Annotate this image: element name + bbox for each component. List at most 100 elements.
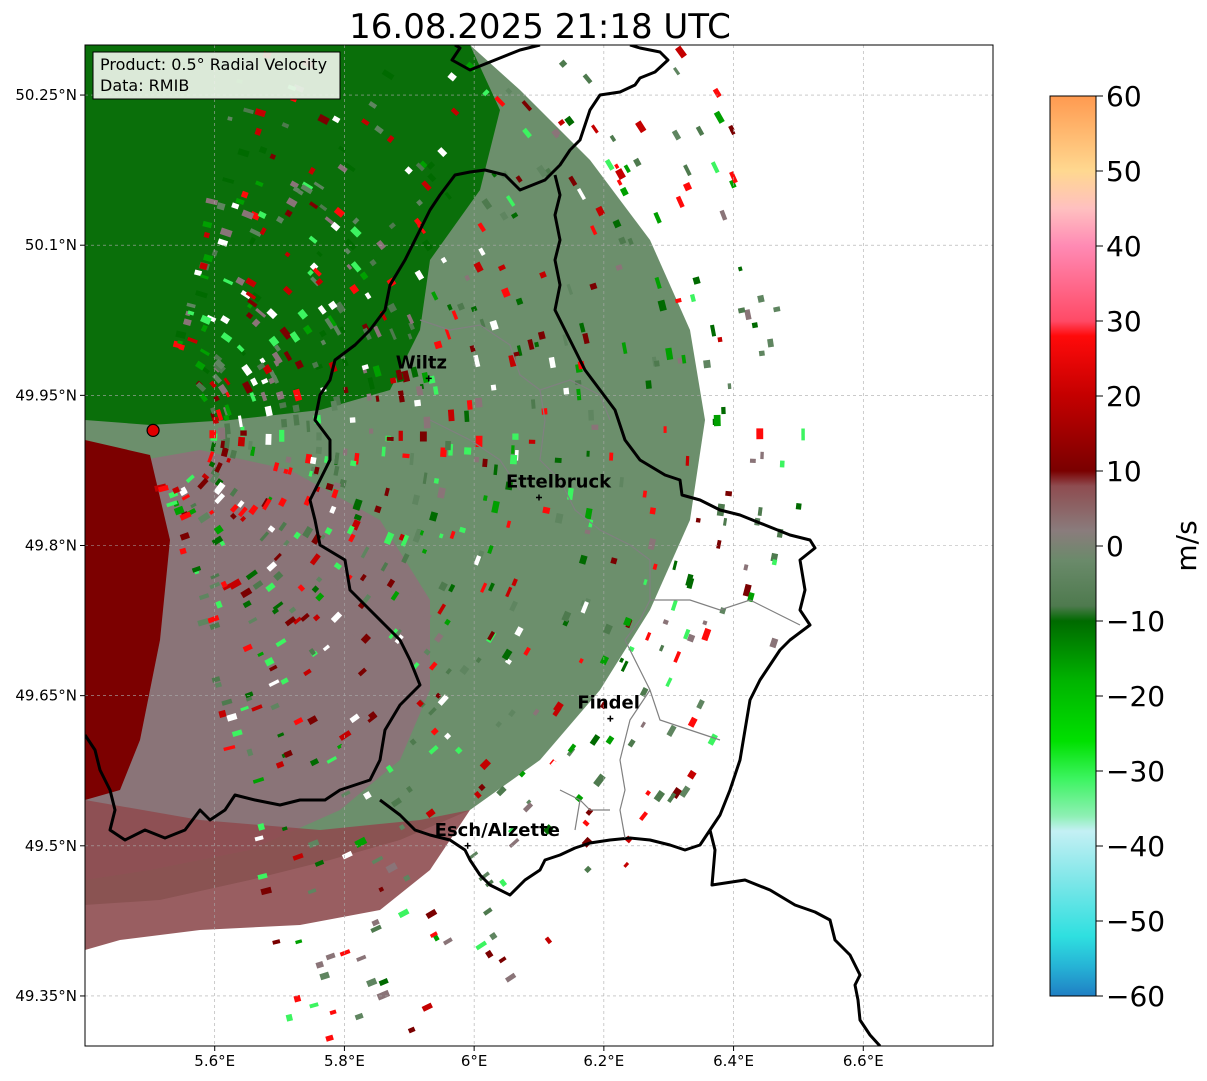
echo-gate: [385, 862, 398, 874]
echo-gate: [526, 799, 532, 805]
echo-gate: [679, 785, 691, 798]
echo-gate: [743, 564, 749, 571]
echo-gate: [468, 851, 479, 860]
echo-gate: [511, 445, 515, 454]
echo-gate: [339, 326, 346, 334]
echo-gate: [499, 211, 509, 221]
echo-gate: [293, 994, 302, 1003]
echo-gate: [218, 709, 227, 718]
echo-gate: [522, 127, 532, 139]
echo-gate: [228, 578, 242, 590]
echo-gate: [576, 388, 582, 401]
echo-gate: [202, 220, 213, 229]
echo-gate: [330, 400, 338, 412]
echo-gate: [359, 271, 369, 281]
echo-gate: [371, 855, 384, 865]
echo-gate: [254, 108, 267, 118]
echo-gate: [316, 250, 323, 258]
echo-gate: [246, 748, 254, 757]
echo-gate: [370, 924, 382, 933]
y-tick-label-2: 49.95°N: [15, 386, 77, 404]
echo-gate: [726, 651, 735, 662]
echo-gate: [635, 120, 647, 134]
echo-gate: [215, 409, 224, 421]
echo-gate: [713, 110, 725, 124]
echo-gate: [518, 770, 526, 778]
colorbar: 60 50 40 30 20 10 0 −10 −20 −30 −40 −50 −60 m/s: [1049, 80, 1203, 1013]
echo-gate: [509, 600, 518, 612]
echo-gate: [190, 502, 197, 509]
colorbar-tick-label-7: −10: [1106, 605, 1165, 638]
echo-gate: [431, 291, 439, 301]
canton-borders: [419, 319, 801, 839]
echo-gate: [319, 329, 327, 338]
echo-gate: [354, 836, 368, 848]
echo-gate: [677, 357, 683, 364]
echo-gate: [248, 237, 256, 246]
echo-gate: [619, 476, 624, 488]
echo-gate: [376, 989, 391, 1001]
echo-gate: [247, 298, 258, 308]
echo-gate: [307, 888, 317, 895]
colorbar-tick-label-5: 10: [1106, 455, 1142, 488]
echo-gate: [498, 956, 507, 964]
city-label: Ettelbruck: [506, 471, 612, 492]
echo-gate: [640, 721, 646, 729]
echo-gate: [224, 437, 231, 449]
echo-gate: [309, 456, 317, 465]
echo-gate: [388, 222, 396, 230]
echo-gate: [219, 498, 230, 510]
echo-gate: [444, 191, 452, 200]
x-tick-label-5: 6.6°E: [843, 1052, 884, 1070]
echo-gate: [268, 335, 280, 347]
echo-gate: [236, 344, 245, 353]
echo-gate: [251, 318, 261, 328]
echo-gate: [222, 583, 232, 591]
echo-gate: [671, 129, 682, 141]
city-label: Wiltz: [396, 352, 447, 373]
echo-gate: [203, 231, 210, 239]
echo-gate: [293, 717, 304, 726]
echo-gate: [157, 484, 169, 493]
echo-gate: [185, 474, 195, 484]
echo-gate: [207, 451, 215, 463]
figure-title: 16.08.2025 21:18 UTC: [349, 7, 731, 47]
echo-gate: [414, 399, 422, 407]
echo-gate: [311, 585, 320, 593]
echo-gate: [425, 908, 438, 919]
echo-gate: [614, 163, 620, 170]
echo-gate: [446, 303, 453, 311]
echo-gate: [566, 283, 574, 295]
echo-gate: [459, 664, 470, 675]
echo-gate: [510, 212, 519, 219]
echo-gate: [620, 660, 629, 673]
echo-gate: [687, 769, 697, 780]
echo-gate: [725, 490, 733, 497]
echo-gate: [415, 528, 422, 536]
colorbar-tick-label-11: −50: [1106, 905, 1165, 938]
echo-gate: [349, 628, 358, 637]
echo-gate: [530, 399, 536, 409]
echo-gate: [238, 459, 245, 468]
echo-gate: [330, 221, 341, 232]
echo-gate: [447, 409, 455, 422]
echo-gate: [292, 186, 300, 193]
echo-gate: [187, 310, 195, 316]
echo-gate: [227, 116, 233, 122]
echo-gate: [665, 677, 673, 688]
echo-gate: [658, 644, 665, 652]
echo-gate: [372, 365, 382, 378]
echo-gate: [260, 377, 269, 385]
echo-gate: [710, 324, 717, 337]
echo-gate: [508, 709, 516, 718]
echo-gate: [306, 420, 311, 433]
echo-gate: [195, 381, 207, 393]
echo-gate: [267, 525, 276, 533]
echo-gate: [605, 735, 615, 745]
echo-gate: [422, 611, 432, 623]
y-tick-label-5: 49.5°N: [25, 837, 77, 855]
echo-gate: [440, 256, 448, 264]
echo-gate: [209, 430, 216, 439]
echo-gate: [595, 205, 606, 217]
echo-gate: [665, 347, 674, 361]
